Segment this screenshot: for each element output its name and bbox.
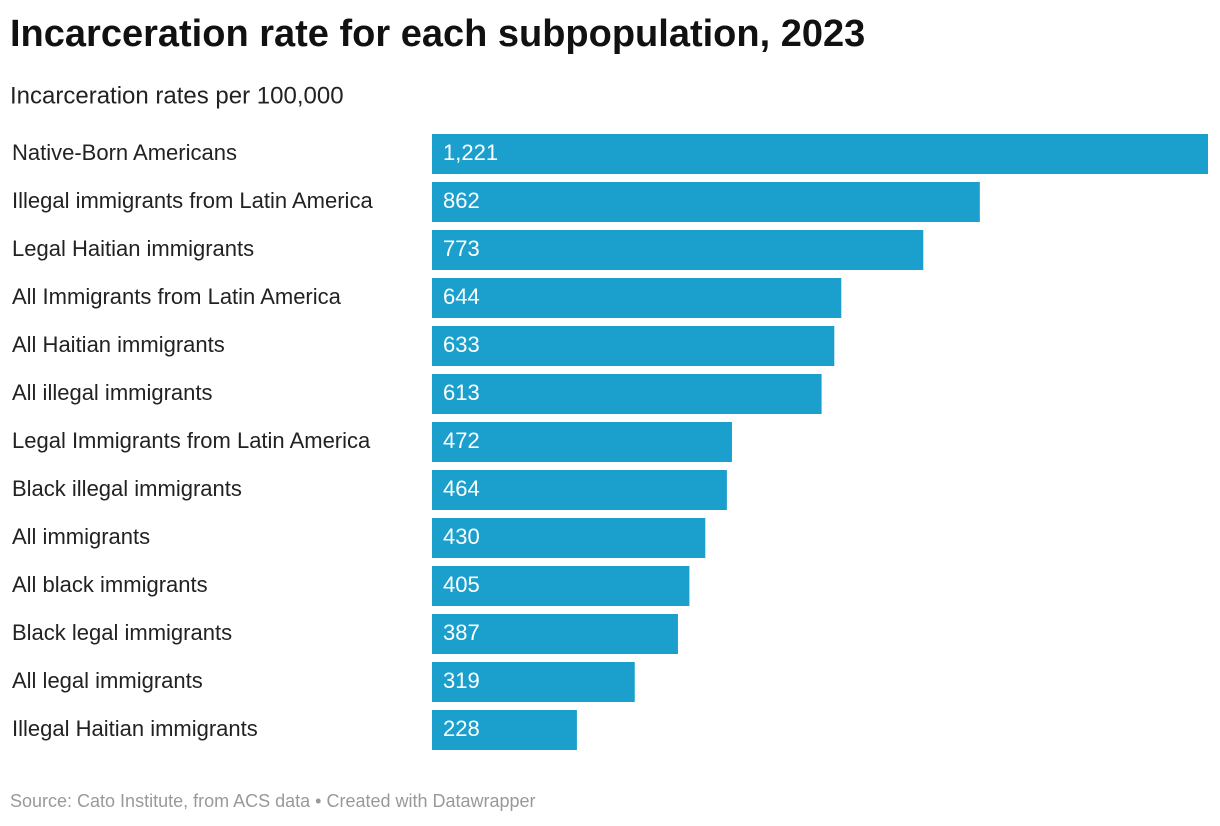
bar (432, 662, 635, 702)
bar (432, 710, 577, 750)
bar (432, 278, 842, 318)
category-label: Black legal immigrants (12, 620, 232, 645)
category-label: Black illegal immigrants (12, 476, 242, 501)
value-label: 644 (443, 284, 480, 309)
category-label: Illegal Haitian immigrants (12, 716, 258, 741)
bar (432, 182, 980, 222)
value-label: 319 (443, 668, 480, 693)
category-label: All legal immigrants (12, 668, 203, 693)
bar (432, 326, 835, 366)
category-label: All black immigrants (12, 572, 208, 597)
value-label: 613 (443, 380, 480, 405)
bar (432, 566, 690, 606)
value-label: 773 (443, 236, 480, 261)
category-label: Legal Immigrants from Latin America (12, 428, 371, 453)
category-label: All Haitian immigrants (12, 332, 225, 357)
value-label: 1,221 (443, 140, 498, 165)
value-label: 430 (443, 524, 480, 549)
value-label: 228 (443, 716, 480, 741)
chart-title: Incarceration rate for each subpopulatio… (10, 13, 865, 55)
value-label: 862 (443, 188, 480, 213)
category-label: Illegal immigrants from Latin America (12, 188, 373, 213)
category-label: All illegal immigrants (12, 380, 213, 405)
bar (432, 518, 706, 558)
value-label: 405 (443, 572, 480, 597)
bar (432, 614, 678, 654)
bar (432, 134, 1208, 174)
category-label: All Immigrants from Latin America (12, 284, 342, 309)
footer: Source: Cato Institute, from ACS data • … (10, 791, 536, 811)
category-label: Native-Born Americans (12, 140, 237, 165)
bar (432, 422, 732, 462)
chart-subtitle: Incarceration rates per 100,000 (10, 82, 344, 109)
bar (432, 230, 924, 270)
value-label: 633 (443, 332, 480, 357)
category-label: Legal Haitian immigrants (12, 236, 254, 261)
category-label: All immigrants (12, 524, 150, 549)
bar (432, 374, 822, 414)
value-label: 464 (443, 476, 480, 501)
bar (432, 470, 727, 510)
value-label: 387 (443, 620, 480, 645)
value-label: 472 (443, 428, 480, 453)
